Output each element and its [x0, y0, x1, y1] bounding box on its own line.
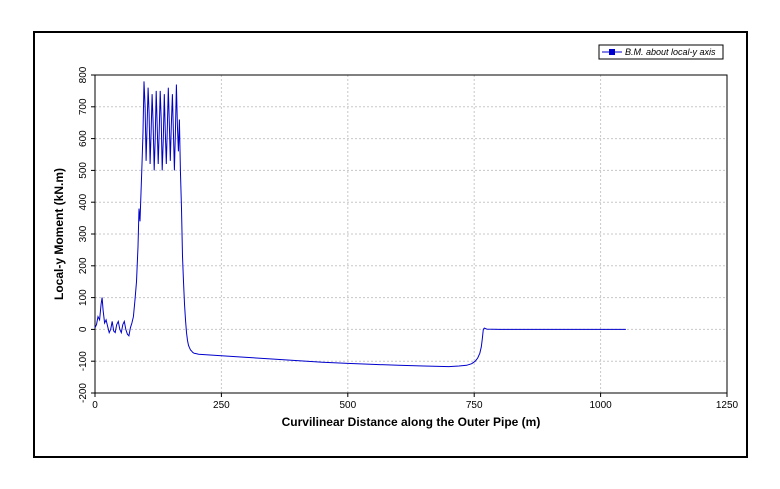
y-tick-label: -100	[78, 351, 89, 371]
legend-box	[598, 44, 724, 60]
legend-marker-square	[609, 49, 615, 55]
y-axis-label: Local-y Moment (kN.m)	[52, 168, 66, 300]
x-tick-label: 0	[92, 400, 98, 411]
legend-series-label: B.M. about local-y axis	[625, 47, 716, 57]
x-tick-label: 750	[466, 400, 483, 411]
y-tick-label: 600	[78, 130, 89, 147]
y-tick-label: 500	[78, 162, 89, 179]
y-tick-label: 100	[78, 289, 89, 306]
y-tick-label: 800	[78, 66, 89, 83]
x-axis-ticks: 0 250 500 750 1000 1250	[92, 393, 739, 411]
x-tick-label: 1250	[716, 400, 739, 411]
y-tick-label: 200	[78, 257, 89, 274]
series-line	[94, 81, 626, 368]
x-axis-label: Curvilinear Distance along the Outer Pip…	[282, 415, 541, 429]
legend: B.M. about local-y axis	[598, 44, 724, 60]
y-tick-label: 300	[78, 225, 89, 242]
y-tick-label: 400	[78, 193, 89, 210]
chart-frame: 0 250 500 750 1000 1250 -200 -100 0 100 200 300 400…	[33, 31, 748, 458]
x-tick-label: 250	[213, 400, 230, 411]
grid	[94, 74, 728, 394]
x-tick-label: 1000	[589, 400, 612, 411]
x-tick-label: 500	[339, 400, 356, 411]
y-tick-label: 0	[78, 326, 89, 332]
y-axis-ticks: -200 -100 0 100 200 300 400 500 600 700 800	[78, 66, 95, 403]
y-tick-label: -200	[78, 383, 89, 403]
y-tick-label: 700	[78, 98, 89, 115]
chart-svg: 0 250 500 750 1000 1250 -200 -100 0 100 200 300 400…	[52, 44, 739, 429]
